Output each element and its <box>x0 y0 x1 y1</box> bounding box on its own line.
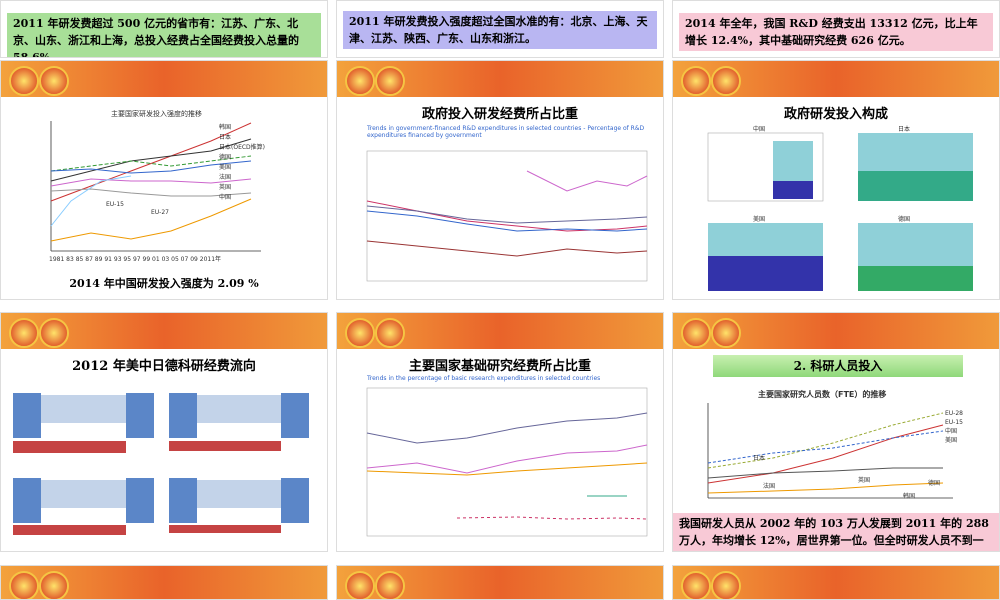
slide <box>0 565 328 600</box>
slide: 2012 年美中日德科研经费流向 <box>0 312 328 552</box>
emblem <box>711 571 741 599</box>
emblem <box>375 66 405 96</box>
header <box>673 61 999 97</box>
emblem <box>345 318 375 348</box>
label: 德国 <box>219 154 232 161</box>
chart <box>50 121 261 252</box>
header <box>1 313 327 349</box>
slide: 政府投入研发经费所占比重 Trends in government-financ… <box>336 60 664 300</box>
emblem <box>9 571 39 599</box>
label: 日本 <box>219 134 232 141</box>
slide <box>672 565 1000 600</box>
header <box>1 566 327 599</box>
emblem <box>9 66 39 96</box>
chart-title: 主要国家研究人员数（FTE）的推移 <box>758 390 887 399</box>
caption: 2014 年全年，我国 R&D 经费支出 13312 亿元，比上年增长 12.4… <box>679 13 993 51</box>
slide <box>336 565 664 600</box>
chart <box>366 387 648 537</box>
chart <box>366 150 648 282</box>
emblem <box>681 66 711 96</box>
emblem <box>375 318 405 348</box>
header <box>337 61 663 97</box>
caption: 2014 年中国研发投入强度为 2.09 % <box>69 277 259 290</box>
chart-title: Trends in government-financed R&D expend… <box>367 125 645 139</box>
chart <box>707 132 973 291</box>
header <box>673 313 999 349</box>
emblem <box>375 571 405 599</box>
emblem <box>345 66 375 96</box>
label: 美国 <box>753 216 766 223</box>
slide: 政府研发投入构成 中国 日本 美国 德国 <box>672 60 1000 300</box>
label: EU-15 <box>945 419 963 426</box>
header <box>337 566 663 599</box>
slide-title: 2012 年美中日德科研经费流向 <box>72 359 256 374</box>
label: 日本 <box>753 455 766 462</box>
chart <box>707 403 953 499</box>
emblem <box>681 571 711 599</box>
emblem <box>681 318 711 348</box>
emblem <box>711 66 741 96</box>
chart-title: 主要国家研发投入强度的推移 <box>111 110 202 118</box>
label: 德国 <box>928 480 941 487</box>
header <box>673 566 999 599</box>
banner: 2. 科研人员投入 <box>713 355 963 377</box>
label: 韩国 <box>219 124 232 131</box>
label: 美国 <box>945 437 958 444</box>
slide-title: 主要国家基础研究经费所占比重 <box>408 359 591 374</box>
caption: 我国研发人员从 2002 年的 103 万人发展到 2011 年的 288 万人… <box>673 513 999 551</box>
slide: 2011 年研发费超过 500 亿元的省市有：江苏、广东、北京、山东、浙江和上海… <box>0 0 328 58</box>
slide: 主要国家研发投入强度的推移 韩国日本日本(OECD推算) 德国美国法国英国中国 E… <box>0 60 328 300</box>
label: 中国 <box>219 194 232 201</box>
label: 法国 <box>763 483 776 490</box>
emblem <box>39 318 69 348</box>
emblem <box>9 318 39 348</box>
label: EU-15 <box>106 201 124 208</box>
label: 日本(OECD推算) <box>219 144 266 151</box>
emblem <box>39 66 69 96</box>
legend: 韩国日本日本(OECD推算) 德国美国法国英国中国 <box>219 123 279 203</box>
emblem <box>345 571 375 599</box>
header <box>337 313 663 349</box>
slide: 2014 年全年，我国 R&D 经费支出 13312 亿元，比上年增长 12.4… <box>672 0 1000 58</box>
caption: 2011 年研发费超过 500 亿元的省市有：江苏、广东、北京、山东、浙江和上海… <box>7 13 321 57</box>
slide: 主要国家基础研究经费所占比重 Trends in the percentage … <box>336 312 664 552</box>
slide: 2011 年研发费投入强度超过全国水准的有：北京、上海、天津、江苏、陕西、广东、… <box>336 0 664 58</box>
legend: EU-28 EU-15 中国美国 <box>945 409 963 445</box>
slide-title: 政府投入研发经费所占比重 <box>421 107 578 122</box>
chart <box>13 393 309 535</box>
label: 日本 <box>898 126 911 133</box>
header <box>1 61 327 97</box>
label: 英国 <box>219 184 232 191</box>
label: 德国 <box>898 216 911 223</box>
caption: 2011 年研发费投入强度超过全国水准的有：北京、上海、天津、江苏、陕西、广东、… <box>343 11 657 49</box>
slide: 2. 科研人员投入 主要国家研究人员数（FTE）的推移 EU-28 EU-15 中国… <box>672 312 1000 552</box>
label: EU-28 <box>945 410 963 417</box>
label: 中国 <box>945 428 958 435</box>
emblem <box>711 318 741 348</box>
label: 英国 <box>858 477 871 484</box>
label: EU-27 <box>151 209 169 216</box>
chart-title: Trends in the percentage of basic resear… <box>367 375 601 382</box>
x-axis: 1981 83 85 87 89 91 93 95 97 99 01 03 05… <box>49 256 222 263</box>
label: 韩国 <box>903 493 916 500</box>
label: 美国 <box>219 164 232 171</box>
label: 法国 <box>219 174 232 181</box>
emblem <box>39 571 69 599</box>
label: 中国 <box>753 126 766 133</box>
slide-title: 政府研发投入构成 <box>783 107 888 122</box>
